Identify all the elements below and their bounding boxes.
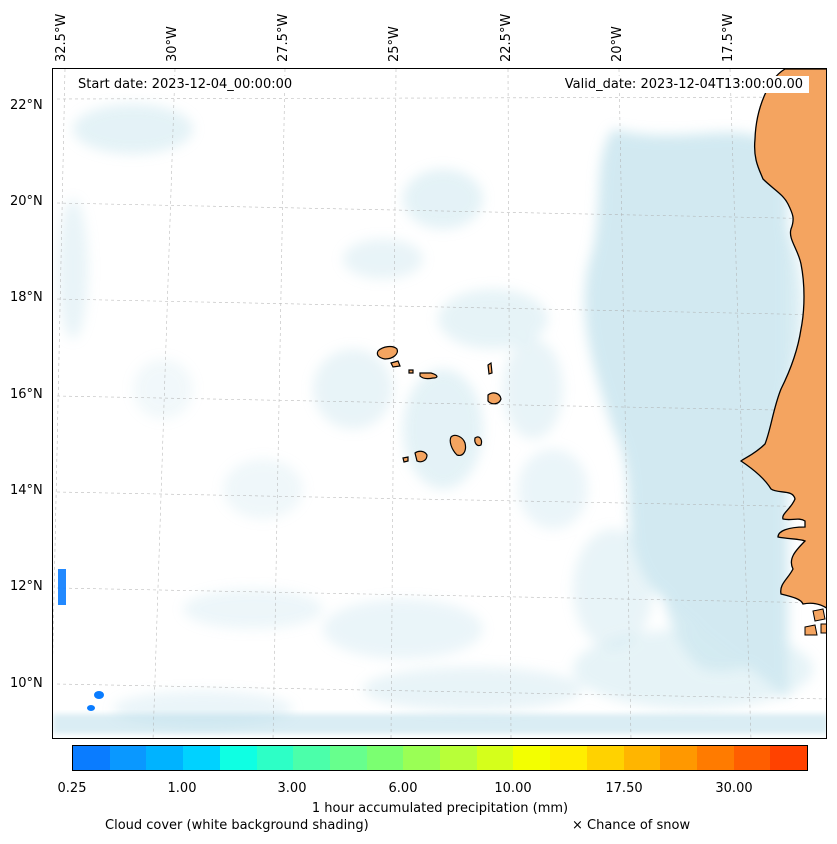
colorbar-cell	[183, 746, 220, 770]
coastal-islands	[804, 608, 826, 636]
precipitation-layer	[58, 569, 104, 711]
lon-label-27-5w: 27.5°W	[276, 13, 291, 62]
colorbar-cell	[696, 746, 734, 770]
colorbar-cell	[366, 746, 404, 770]
colorbar-tick: 6.00	[388, 781, 418, 796]
lat-label-14n: 14°N	[10, 483, 43, 498]
map-panel[interactable]	[52, 68, 827, 739]
lon-label-17-5w: 17.5°W	[721, 13, 736, 62]
colorbar-cell	[623, 746, 661, 770]
colorbar-cell	[440, 746, 477, 770]
colorbar-cell	[293, 746, 330, 770]
colorbar-label: 1 hour accumulated precipitation (mm)	[311, 801, 569, 816]
lat-label-12n: 12°N	[10, 579, 43, 594]
start-date-label: Start date: 2023-12-04_00:00:00	[72, 76, 299, 93]
african-coast-landmass	[739, 69, 826, 609]
lat-label-18n: 18°N	[10, 290, 43, 305]
colorbar-cell	[219, 746, 257, 770]
lon-label-30w: 30°W	[165, 26, 180, 62]
cloud-cover-layer	[53, 104, 826, 734]
colorbar-tick: 1.00	[167, 781, 197, 796]
colorbar-cell	[146, 746, 184, 770]
colorbar-tick: 3.00	[277, 781, 307, 796]
colorbar-tick: 30.00	[715, 781, 753, 796]
lon-label-20w: 20°W	[610, 26, 625, 62]
cape-verde-islands	[376, 345, 502, 463]
colorbar-tick: 17.50	[605, 781, 643, 796]
map-canvas	[53, 69, 826, 738]
colorbar-cell	[513, 746, 551, 770]
precipitation-colorbar	[72, 745, 808, 771]
lat-label-20n: 20°N	[10, 194, 43, 209]
colorbar-cell	[73, 746, 110, 770]
colorbar-cell	[770, 746, 808, 770]
colorbar-cell	[476, 746, 514, 770]
cloud-cover-legend: Cloud cover (white background shading)	[105, 818, 369, 833]
colorbar-cell	[550, 746, 587, 770]
lat-label-16n: 16°N	[10, 387, 43, 402]
lon-label-32-5w: 32.5°W	[54, 13, 69, 62]
colorbar-cell	[329, 746, 367, 770]
colorbar-tick: 0.25	[57, 781, 87, 796]
colorbar-cell	[403, 746, 441, 770]
snow-legend: × Chance of snow	[572, 818, 691, 833]
colorbar-tick: 10.00	[494, 781, 532, 796]
lon-label-25w: 25°W	[387, 26, 402, 62]
valid-date-label: Valid_date: 2023-12-04T13:00:00.00	[558, 76, 809, 93]
graticule	[53, 69, 826, 738]
lon-label-22-5w: 22.5°W	[499, 13, 514, 62]
lat-label-10n: 10°N	[10, 676, 43, 691]
colorbar-cell	[660, 746, 697, 770]
colorbar-cell	[733, 746, 771, 770]
colorbar-cell	[586, 746, 624, 770]
lat-label-22n: 22°N	[10, 98, 43, 113]
colorbar-cell	[256, 746, 294, 770]
colorbar-cell	[109, 746, 147, 770]
